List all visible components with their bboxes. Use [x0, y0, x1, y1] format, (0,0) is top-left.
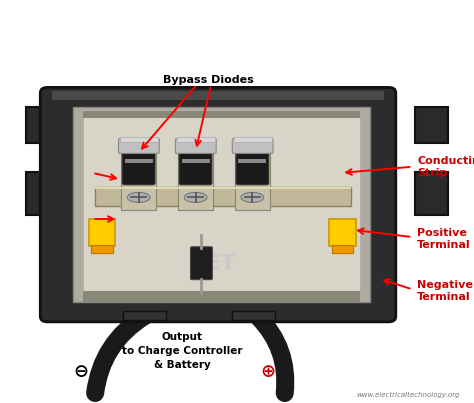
Text: ⊕: ⊕: [260, 364, 275, 381]
Text: Conducting
Strip: Conducting Strip: [417, 156, 474, 178]
Bar: [121, 152, 156, 210]
Bar: [182, 159, 210, 163]
Bar: [73, 107, 370, 302]
Bar: [234, 137, 272, 141]
Ellipse shape: [127, 192, 150, 202]
Text: Bypass Diodes: Bypass Diodes: [163, 75, 254, 85]
Bar: [83, 111, 360, 118]
FancyBboxPatch shape: [122, 151, 155, 185]
Bar: [415, 172, 448, 216]
Bar: [178, 152, 213, 210]
Bar: [83, 114, 360, 295]
Text: Solar Panle Junction Box: Solar Panle Junction Box: [55, 8, 419, 34]
Bar: [329, 219, 356, 246]
FancyBboxPatch shape: [232, 139, 273, 154]
Text: Output
to Charge Controller
& Battery: Output to Charge Controller & Battery: [122, 332, 243, 370]
FancyBboxPatch shape: [175, 139, 216, 154]
Bar: [52, 91, 384, 100]
Bar: [95, 187, 351, 189]
Text: Positive
Terminal: Positive Terminal: [417, 228, 471, 250]
Text: ⊖: ⊖: [73, 364, 88, 381]
Bar: [332, 245, 353, 253]
FancyBboxPatch shape: [118, 139, 159, 154]
Ellipse shape: [241, 192, 264, 202]
Bar: [26, 107, 59, 143]
Text: www.electricaltechnology.org: www.electricaltechnology.org: [356, 391, 460, 398]
FancyBboxPatch shape: [179, 151, 212, 185]
Bar: [235, 152, 270, 210]
Bar: [123, 311, 166, 320]
Bar: [232, 311, 275, 320]
Text: ET: ET: [205, 254, 236, 274]
Ellipse shape: [184, 192, 207, 202]
Bar: [89, 219, 115, 246]
Bar: [91, 245, 113, 253]
Bar: [120, 137, 158, 141]
Bar: [95, 187, 351, 206]
Text: Negative
Terminal: Negative Terminal: [417, 280, 473, 302]
Bar: [125, 159, 153, 163]
Bar: [26, 172, 59, 216]
Bar: [415, 107, 448, 143]
Bar: [83, 291, 360, 302]
FancyBboxPatch shape: [236, 151, 269, 185]
FancyBboxPatch shape: [40, 87, 396, 322]
FancyBboxPatch shape: [191, 247, 212, 280]
Bar: [238, 159, 266, 163]
Bar: [177, 137, 215, 141]
